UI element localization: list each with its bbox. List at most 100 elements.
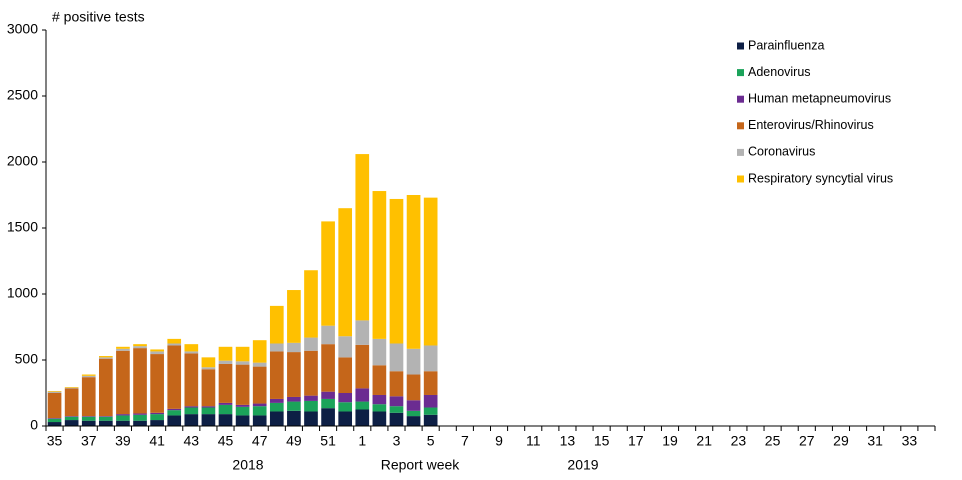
x-tick-label: 47 xyxy=(252,433,268,449)
bar-segment xyxy=(201,407,216,415)
bar-segment xyxy=(423,407,438,415)
legend-swatch xyxy=(737,42,744,50)
bar-segment xyxy=(47,418,62,419)
bar-segment xyxy=(184,406,199,408)
bar-segment xyxy=(389,396,404,407)
bar-segment xyxy=(355,154,370,321)
bar-segment xyxy=(389,406,404,413)
y-tick-label: 0 xyxy=(30,417,38,433)
bar-segment xyxy=(389,343,404,372)
bar-segment xyxy=(372,365,387,395)
bar-segment xyxy=(64,420,79,426)
bar-segment xyxy=(98,416,113,417)
bar-segment xyxy=(116,348,130,351)
y-tick-label: 2500 xyxy=(7,87,38,103)
bar-segment xyxy=(133,413,147,415)
bar-segment xyxy=(81,416,96,417)
y-axis-label: # positive tests xyxy=(52,9,145,25)
x-tick-label: 51 xyxy=(320,433,336,449)
bar-segment xyxy=(355,388,370,402)
bar-segment xyxy=(304,350,318,396)
bar-segment xyxy=(64,387,79,389)
bar-segment xyxy=(150,412,164,415)
legend-swatch xyxy=(737,148,744,156)
bar-segment xyxy=(81,416,96,421)
bar-segment xyxy=(372,191,387,339)
bar-segment xyxy=(269,398,284,403)
bar-segment xyxy=(287,290,301,343)
bar-segment xyxy=(372,411,387,426)
bar-segment xyxy=(81,374,96,376)
y-tick-label: 3000 xyxy=(7,21,38,37)
bar-segment xyxy=(150,354,164,413)
bar-segment xyxy=(252,406,267,416)
year-label: 2019 xyxy=(567,457,598,473)
bar-segment xyxy=(287,401,301,411)
bar-segment xyxy=(287,342,301,353)
bar-segment xyxy=(372,394,387,405)
bar-segment xyxy=(150,420,164,426)
bar-segment xyxy=(218,363,233,403)
bar-segment xyxy=(81,375,96,378)
x-tick-label: 31 xyxy=(867,433,883,449)
bar-segment xyxy=(338,336,353,358)
bar-segment xyxy=(252,415,267,426)
bar-segment xyxy=(167,343,182,346)
bar-segment xyxy=(133,414,147,421)
bar-segment xyxy=(252,366,267,404)
x-tick-label: 3 xyxy=(393,433,401,449)
bar-segment xyxy=(372,404,387,412)
bar-segment xyxy=(184,351,199,354)
bar-segment xyxy=(269,305,284,344)
bar-segment xyxy=(201,406,216,408)
bar-segment xyxy=(98,420,113,426)
bar-segment xyxy=(133,344,147,347)
bar-segment xyxy=(338,208,353,337)
bar-segment xyxy=(133,348,147,414)
x-tick-label: 23 xyxy=(731,433,747,449)
x-axis-label: Report week xyxy=(381,457,461,473)
x-tick-label: 27 xyxy=(799,433,815,449)
bar-segment xyxy=(218,402,233,405)
x-tick-label: 39 xyxy=(115,433,131,449)
bar-segment xyxy=(287,410,301,426)
bar-segment xyxy=(116,414,130,416)
bar-segment xyxy=(64,388,79,417)
x-tick-label: 37 xyxy=(81,433,97,449)
bar-segment xyxy=(423,414,438,426)
x-tick-label: 11 xyxy=(526,433,541,449)
bar-segment xyxy=(304,400,318,412)
bar-segment xyxy=(167,410,182,416)
bar-segment xyxy=(355,320,370,345)
legend-swatch xyxy=(737,175,744,183)
bar-segment xyxy=(269,402,284,412)
bar-segment xyxy=(406,348,421,375)
bar-segment xyxy=(304,337,318,351)
bar-segment xyxy=(201,367,216,370)
x-tick-label: 45 xyxy=(218,433,234,449)
bar-segment xyxy=(406,400,421,411)
bar-segment xyxy=(321,221,335,326)
x-tick-label: 49 xyxy=(286,433,302,449)
x-tick-label: 33 xyxy=(902,433,918,449)
bar-segment xyxy=(218,404,233,415)
bar-segment xyxy=(116,350,130,415)
bar-segment xyxy=(133,346,147,349)
bar-segment xyxy=(287,352,301,397)
bar-segment xyxy=(98,416,113,421)
bar-segment xyxy=(167,408,182,411)
legend-swatch xyxy=(737,95,744,103)
legend-label: Parainfluenza xyxy=(748,38,824,52)
bar-segment xyxy=(98,356,113,358)
x-tick-label: 5 xyxy=(427,433,435,449)
bar-segment xyxy=(252,362,267,367)
bar-segment xyxy=(47,393,62,419)
bar-segment xyxy=(133,420,147,426)
bar-segment xyxy=(64,416,79,421)
bar-segment xyxy=(167,345,182,409)
bar-segment xyxy=(406,374,421,401)
bar-segment xyxy=(235,361,250,365)
bar-segment xyxy=(406,416,421,426)
bar-segment xyxy=(47,418,62,423)
